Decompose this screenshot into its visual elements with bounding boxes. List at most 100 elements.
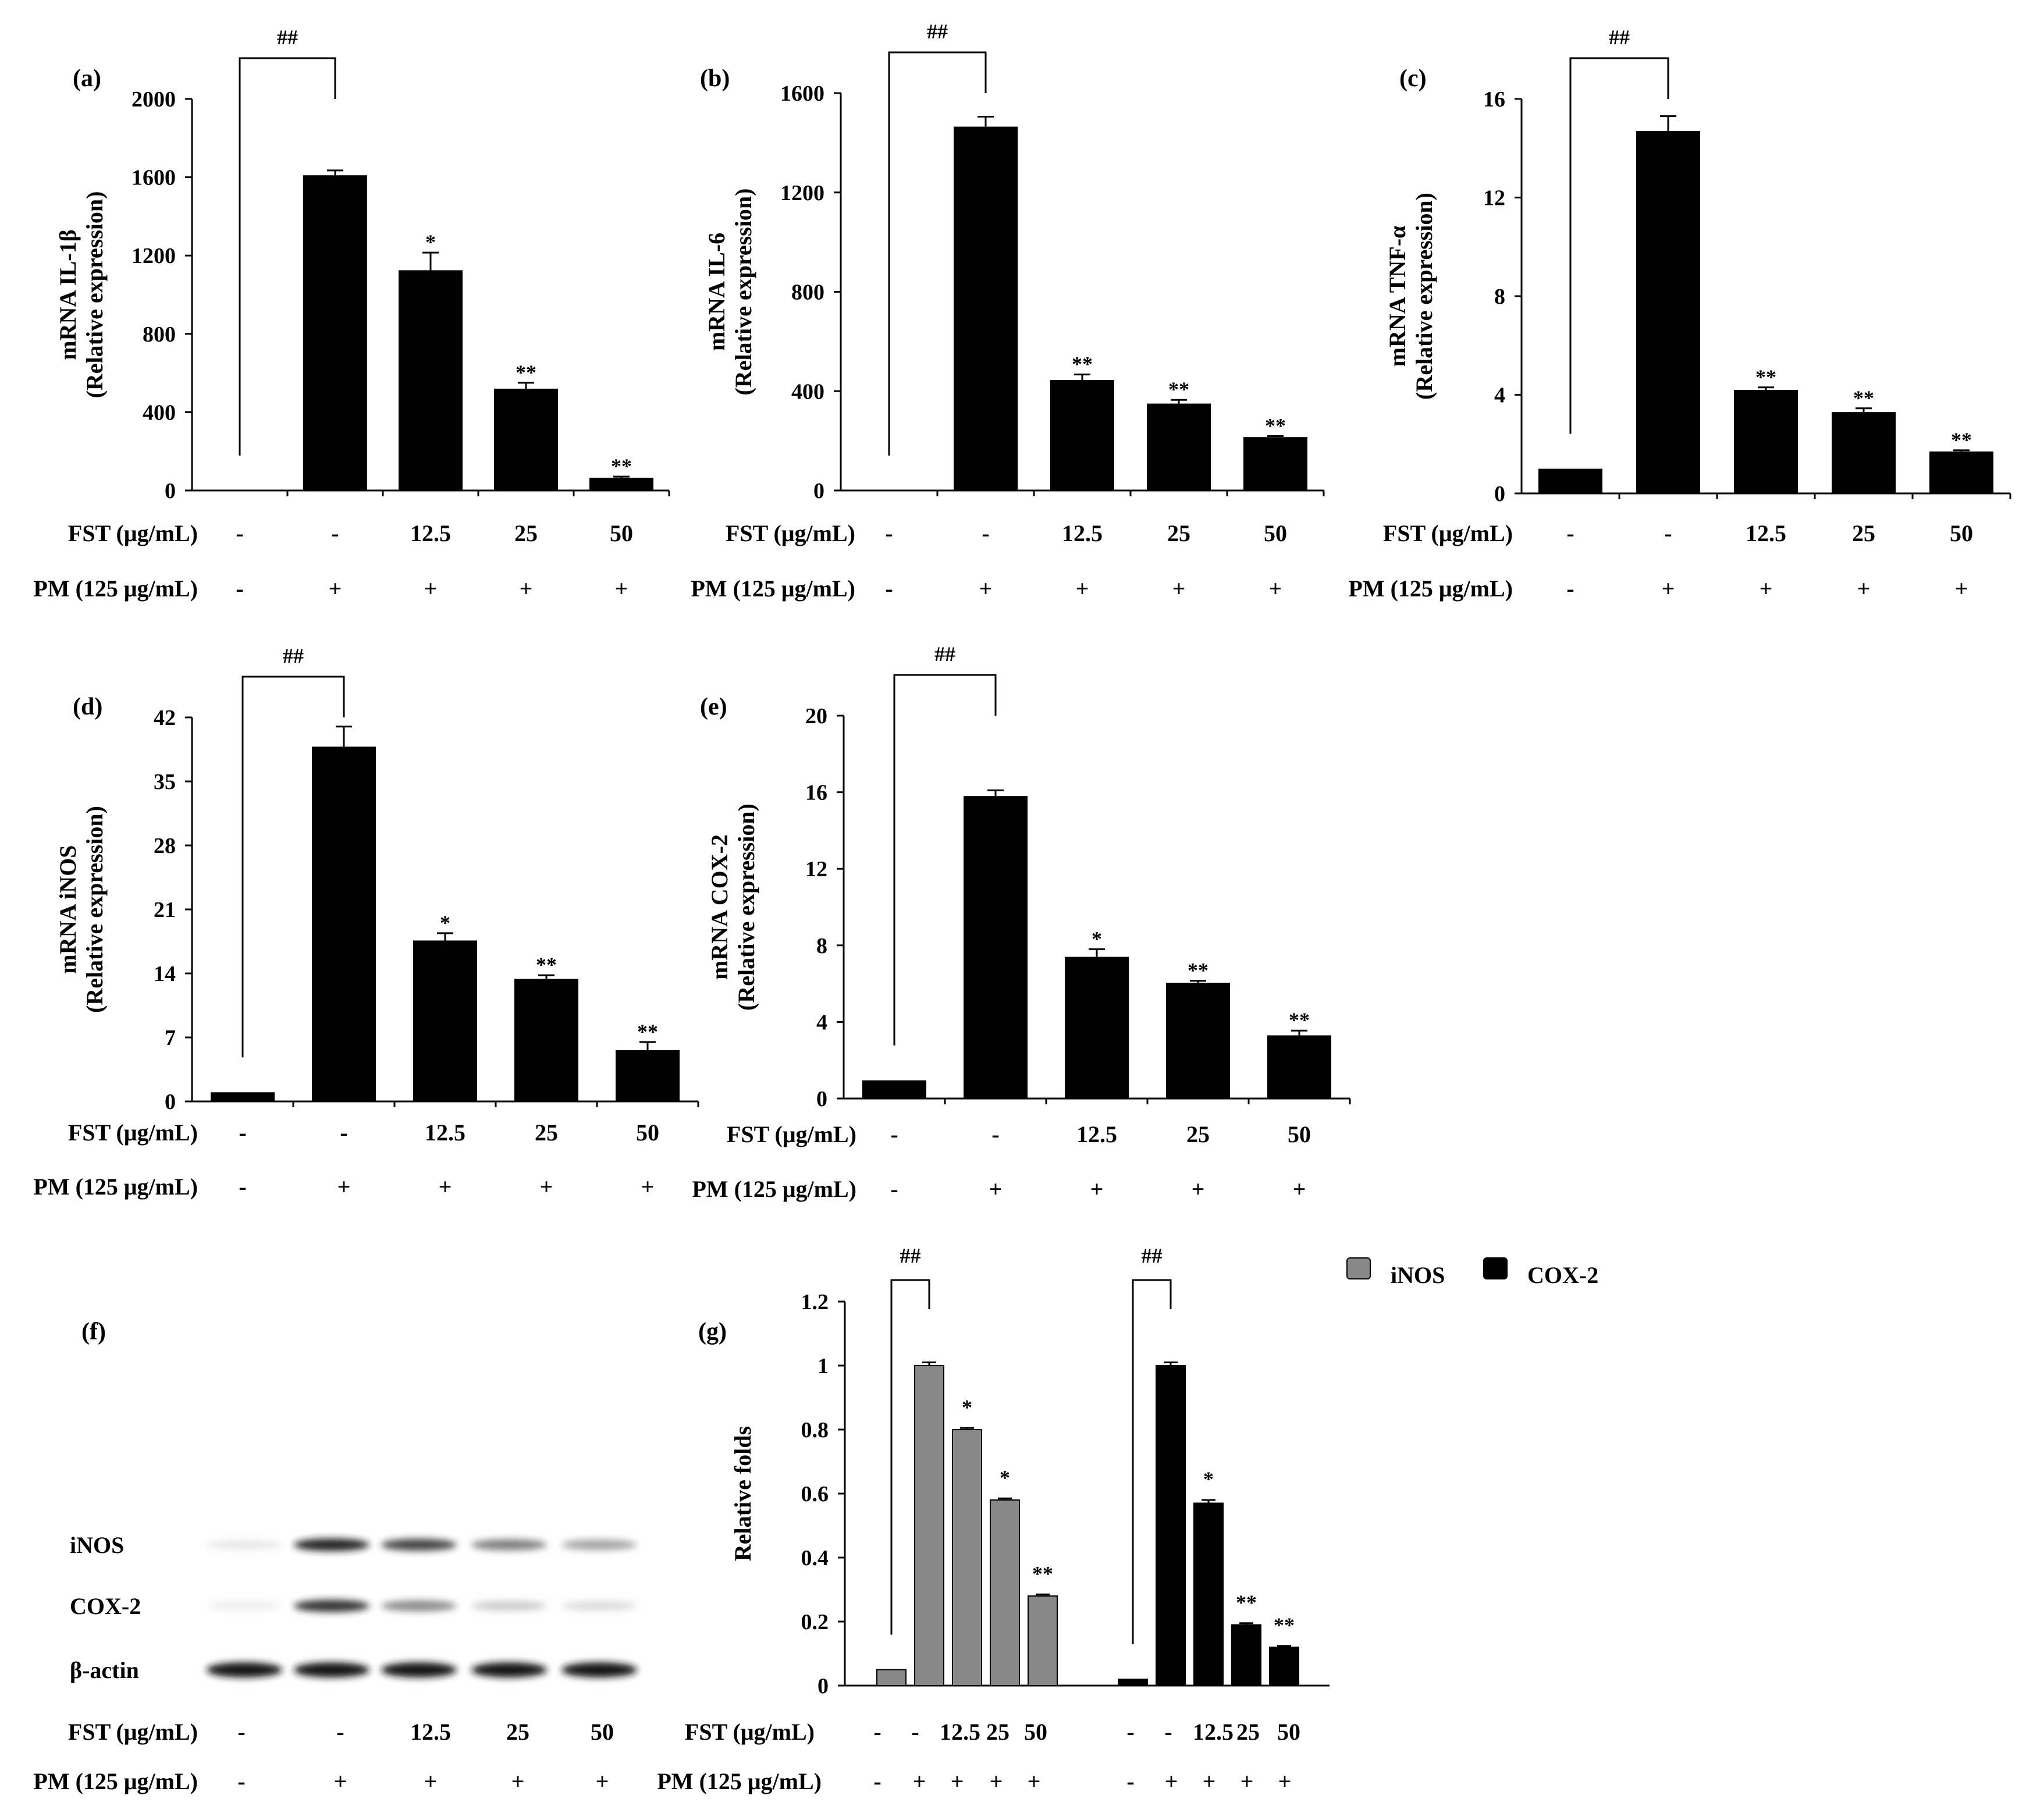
blot-band — [381, 1538, 457, 1551]
fst-value: - — [890, 1121, 898, 1147]
pm-value: + — [1269, 575, 1282, 602]
significance-mark: * — [1203, 1467, 1214, 1491]
fst-value: 50 — [1264, 520, 1287, 546]
bracket-label: ## — [900, 1244, 921, 1267]
bar — [1243, 437, 1307, 490]
significance-mark: * — [1092, 927, 1102, 950]
bar — [494, 389, 558, 490]
y-tick-label: 1200 — [780, 181, 824, 205]
y-tick-label: 0.6 — [801, 1482, 829, 1506]
y-axis-label: mRNA IL-6 — [703, 233, 730, 351]
fst-value: 12.5 — [940, 1719, 980, 1745]
fst-value: 50 — [636, 1119, 659, 1146]
pm-value: - — [885, 575, 893, 602]
bar — [1734, 390, 1798, 493]
bar — [964, 796, 1028, 1099]
fst-row-label: FST (μg/mL) — [68, 1119, 198, 1146]
y-tick-label: 1 — [817, 1354, 829, 1378]
pm-row-label: PM (125 μg/mL) — [33, 575, 198, 602]
bar — [914, 1365, 944, 1686]
fst-row-label: FST (μg/mL) — [726, 520, 855, 546]
pm-row-label: PM (125 μg/mL) — [691, 575, 855, 602]
pm-value: + — [1090, 1176, 1104, 1202]
y-axis-label: (Relative expression) — [81, 191, 108, 399]
pm-row-label: PM (125 μg/mL) — [692, 1176, 856, 1202]
pm-value: + — [1028, 1768, 1041, 1794]
y-tick-label: 0 — [813, 479, 824, 503]
pm-value: - — [239, 1174, 246, 1200]
fst-value: 25 — [506, 1719, 529, 1745]
pm-value: - — [890, 1176, 898, 1202]
fst-value: 50 — [1288, 1121, 1311, 1147]
y-tick-label: 12 — [805, 857, 827, 881]
fst-value: 50 — [1950, 520, 1973, 546]
fst-value: - — [1164, 1719, 1172, 1745]
y-tick-label: 0 — [816, 1087, 827, 1111]
panel-label: (e) — [700, 694, 727, 720]
pm-value: + — [337, 1174, 351, 1200]
bar — [312, 747, 376, 1101]
fst-value: - — [237, 1719, 245, 1745]
fst-value: 12.5 — [1193, 1719, 1234, 1745]
bar — [1269, 1647, 1299, 1686]
pm-value: + — [1760, 575, 1773, 602]
y-axis-label: mRNA iNOS — [55, 845, 81, 973]
y-tick-label: 35 — [154, 770, 176, 794]
y-tick-label: 0 — [165, 1090, 176, 1114]
bar — [1065, 957, 1129, 1099]
bar — [211, 1092, 275, 1101]
pm-value: + — [1857, 575, 1871, 602]
pm-value: + — [334, 1768, 347, 1794]
blot-row-label: COX-2 — [70, 1593, 141, 1619]
blot-band — [471, 1662, 547, 1677]
y-tick-label: 800 — [143, 322, 176, 347]
blot-band — [561, 1662, 637, 1677]
bracket-label: ## — [1142, 1244, 1163, 1267]
fst-value: 12.5 — [1076, 1121, 1117, 1147]
pm-row-label: PM (125 μg/mL) — [1348, 575, 1513, 602]
pm-value: - — [1126, 1768, 1134, 1794]
bar — [990, 1499, 1020, 1686]
comparison-bracket — [890, 1279, 930, 1635]
bar — [1118, 1679, 1148, 1686]
panel-label: (b) — [700, 65, 730, 92]
fst-value: 25 — [535, 1119, 558, 1146]
significance-mark: ** — [637, 1020, 658, 1043]
y-tick-label: 8 — [1494, 285, 1505, 309]
pm-value: + — [424, 1768, 438, 1794]
fst-value: - — [331, 520, 339, 546]
blot-band — [561, 1601, 637, 1611]
pm-value: - — [236, 575, 243, 602]
blot-band — [471, 1601, 547, 1611]
y-tick-label: 1200 — [131, 244, 176, 268]
y-tick-label: 2000 — [131, 87, 176, 112]
y-tick-label: 0 — [1494, 482, 1505, 506]
y-tick-label: 28 — [154, 834, 176, 858]
bar — [876, 1669, 907, 1686]
y-axis-label: mRNA COX-2 — [706, 834, 733, 980]
fst-value: 12.5 — [1746, 520, 1786, 546]
significance-mark: ** — [1289, 1008, 1310, 1032]
pm-value: + — [520, 575, 533, 602]
panel-c: (c) 0 4 8 12 16 mRNA TNF-α (Relative expression… — [1348, 26, 2011, 602]
fst-value: 50 — [610, 520, 633, 546]
y-tick-label: 12 — [1483, 186, 1505, 211]
comparison-bracket — [241, 676, 345, 1058]
fst-row-label: FST (μg/mL) — [685, 1719, 815, 1745]
significance-mark: * — [962, 1395, 972, 1419]
pm-value: + — [1203, 1768, 1216, 1794]
bar — [862, 1080, 926, 1099]
fst-value: - — [1566, 520, 1574, 546]
pm-value: + — [951, 1768, 964, 1794]
y-tick-label: 4 — [816, 1010, 827, 1035]
y-axis-label: Relative folds — [730, 1426, 756, 1561]
y-tick-label: 0.4 — [801, 1546, 829, 1570]
blot-band — [207, 1601, 282, 1611]
fst-value: 12.5 — [410, 520, 451, 546]
fst-value: 12.5 — [410, 1719, 451, 1745]
legend-swatch — [1346, 1257, 1371, 1279]
fst-value: - — [1126, 1719, 1134, 1745]
panel-a: (a) 0 400 800 1200 1600 2000 mRNA IL-1β (Relativ… — [33, 26, 670, 602]
y-tick-label: 8 — [816, 934, 827, 958]
fst-value: 25 — [1236, 1719, 1260, 1745]
